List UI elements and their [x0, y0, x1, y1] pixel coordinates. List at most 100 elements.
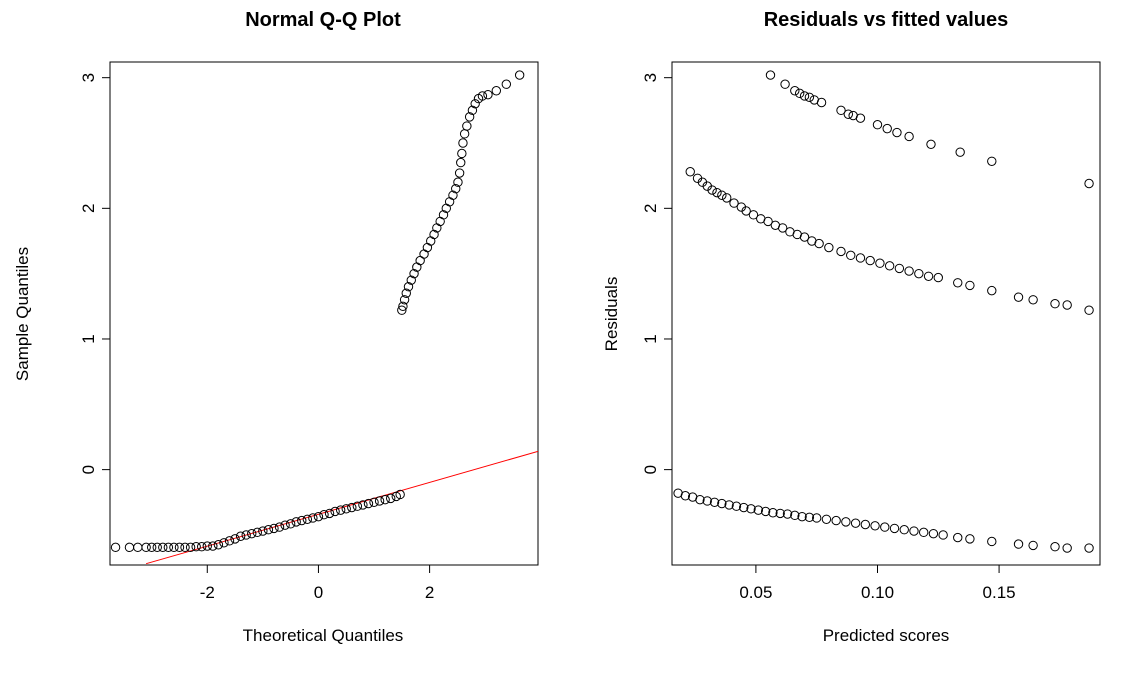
qq-plot-title: Normal Q-Q Plot	[245, 9, 401, 31]
qq-plot-point	[369, 497, 379, 507]
residuals-plot-point	[914, 268, 924, 279]
residuals-plot-point	[836, 105, 846, 116]
residuals-plot-point	[892, 127, 902, 138]
qq-plot-point	[133, 542, 143, 553]
qq-plot-point	[435, 216, 445, 227]
qq-plot-point	[235, 531, 246, 541]
residuals-plot-point	[1084, 178, 1094, 189]
residuals-plot-point	[794, 88, 805, 99]
residuals-plot-point	[855, 113, 866, 123]
residuals-plot-point	[748, 210, 759, 220]
residuals-plot-point	[1062, 300, 1072, 310]
qq-plot-point	[374, 496, 385, 506]
qq-plot-point	[459, 129, 470, 139]
residuals-plot-frame	[671, 61, 1101, 566]
residuals-plot-point	[724, 500, 734, 510]
qq-plot-point	[263, 525, 274, 535]
qq-plot-point	[274, 522, 285, 532]
residuals-plot-point	[846, 250, 856, 261]
residuals-plot-y-tick-label: 0	[641, 465, 660, 474]
residuals-plot-point	[790, 86, 800, 96]
qq-plot-point	[501, 79, 512, 89]
qq-plot-point	[124, 542, 135, 553]
residuals-plot-point	[741, 206, 751, 216]
residuals-plot-point	[855, 253, 866, 263]
residuals-plot-point	[938, 530, 948, 540]
qq-plot-point	[451, 184, 461, 194]
qq-plot-point	[169, 542, 179, 553]
residuals-plot-point	[775, 508, 785, 519]
residuals-plot-point	[821, 514, 832, 524]
qq-plot-point	[457, 148, 467, 159]
qq-plot-point	[324, 508, 335, 519]
residuals-plot-point	[746, 504, 756, 514]
residuals-plot-point	[760, 506, 771, 517]
residuals-plot-point	[790, 510, 800, 521]
residuals-plot-point	[965, 534, 975, 544]
residuals-plot-point	[1028, 540, 1038, 551]
residuals-plot-point	[1084, 305, 1094, 315]
residuals-plot-point	[872, 120, 883, 130]
residuals-plot-point	[707, 185, 717, 195]
qq-plot-point	[335, 505, 346, 515]
residuals-plot-point	[987, 285, 997, 296]
qq-plot-point	[291, 517, 301, 527]
residuals-plot-point	[953, 532, 963, 543]
residuals-plot-point	[804, 92, 815, 102]
qq-plot-point	[358, 500, 368, 510]
residuals-plot-point	[1050, 299, 1060, 309]
qq-plot-point	[297, 515, 307, 526]
qq-plot-point	[163, 542, 174, 553]
qq-plot-point	[241, 530, 251, 540]
residuals-plot-point	[1050, 542, 1060, 552]
qq-plot-y-tick-label: 0	[79, 465, 98, 474]
qq-plot-point	[380, 494, 390, 505]
residuals-plot-point	[1062, 543, 1072, 553]
residuals-plot-title: Residuals vs fitted values	[764, 9, 1009, 31]
qq-plot-x-tick-label: 0	[314, 583, 323, 602]
qq-plot-point	[202, 541, 212, 551]
residuals-plot-point	[918, 527, 929, 538]
qq-plot-point	[247, 528, 257, 539]
residuals-plot-point	[850, 518, 861, 528]
residuals-plot-point	[889, 523, 900, 534]
residuals-plot-point	[814, 238, 824, 249]
qq-plot-point	[302, 514, 313, 524]
qq-plot-point	[458, 138, 468, 148]
residuals-plot-point	[841, 517, 851, 527]
qq-plot-point	[347, 502, 357, 513]
qq-plot-point	[422, 242, 433, 253]
residuals-plot-point	[680, 491, 691, 501]
residuals-plot-point	[955, 147, 965, 157]
qq-plot-point	[419, 249, 429, 259]
qq-plot-point	[467, 105, 478, 116]
residuals-plot-point	[731, 501, 742, 511]
residuals-plot-point	[831, 515, 841, 526]
qq-plot-point	[224, 536, 235, 546]
qq-plot-point	[456, 157, 466, 168]
qq-plot-frame	[109, 61, 539, 566]
qq-plot-point	[213, 540, 224, 550]
residuals-plot-point	[717, 498, 727, 509]
residuals-plot-y-tick-label: 1	[641, 334, 660, 343]
residuals-plot-point	[926, 139, 936, 150]
qq-plot-point	[341, 504, 351, 514]
qq-plot-point	[406, 275, 416, 285]
qq-plot-point	[426, 236, 436, 246]
qq-plot-point	[110, 542, 121, 553]
qq-plot-point	[448, 190, 458, 200]
qq-plot-point	[401, 288, 411, 298]
residuals-plot-point	[894, 263, 905, 274]
residuals-plot-point	[695, 494, 705, 505]
residuals-plot-point	[880, 522, 890, 532]
residuals-plot-point	[722, 193, 732, 203]
qq-plot-point	[395, 489, 405, 500]
residuals-plot-point	[824, 242, 834, 253]
residuals-plot-point	[933, 272, 943, 283]
qq-plot-point	[398, 301, 408, 312]
qq-plot-y-tick-label: 3	[79, 73, 98, 82]
qq-plot-point	[141, 542, 151, 553]
qq-plot-point	[208, 541, 218, 551]
residuals-plot-point	[875, 258, 885, 268]
residuals-plot-point	[1013, 292, 1024, 302]
